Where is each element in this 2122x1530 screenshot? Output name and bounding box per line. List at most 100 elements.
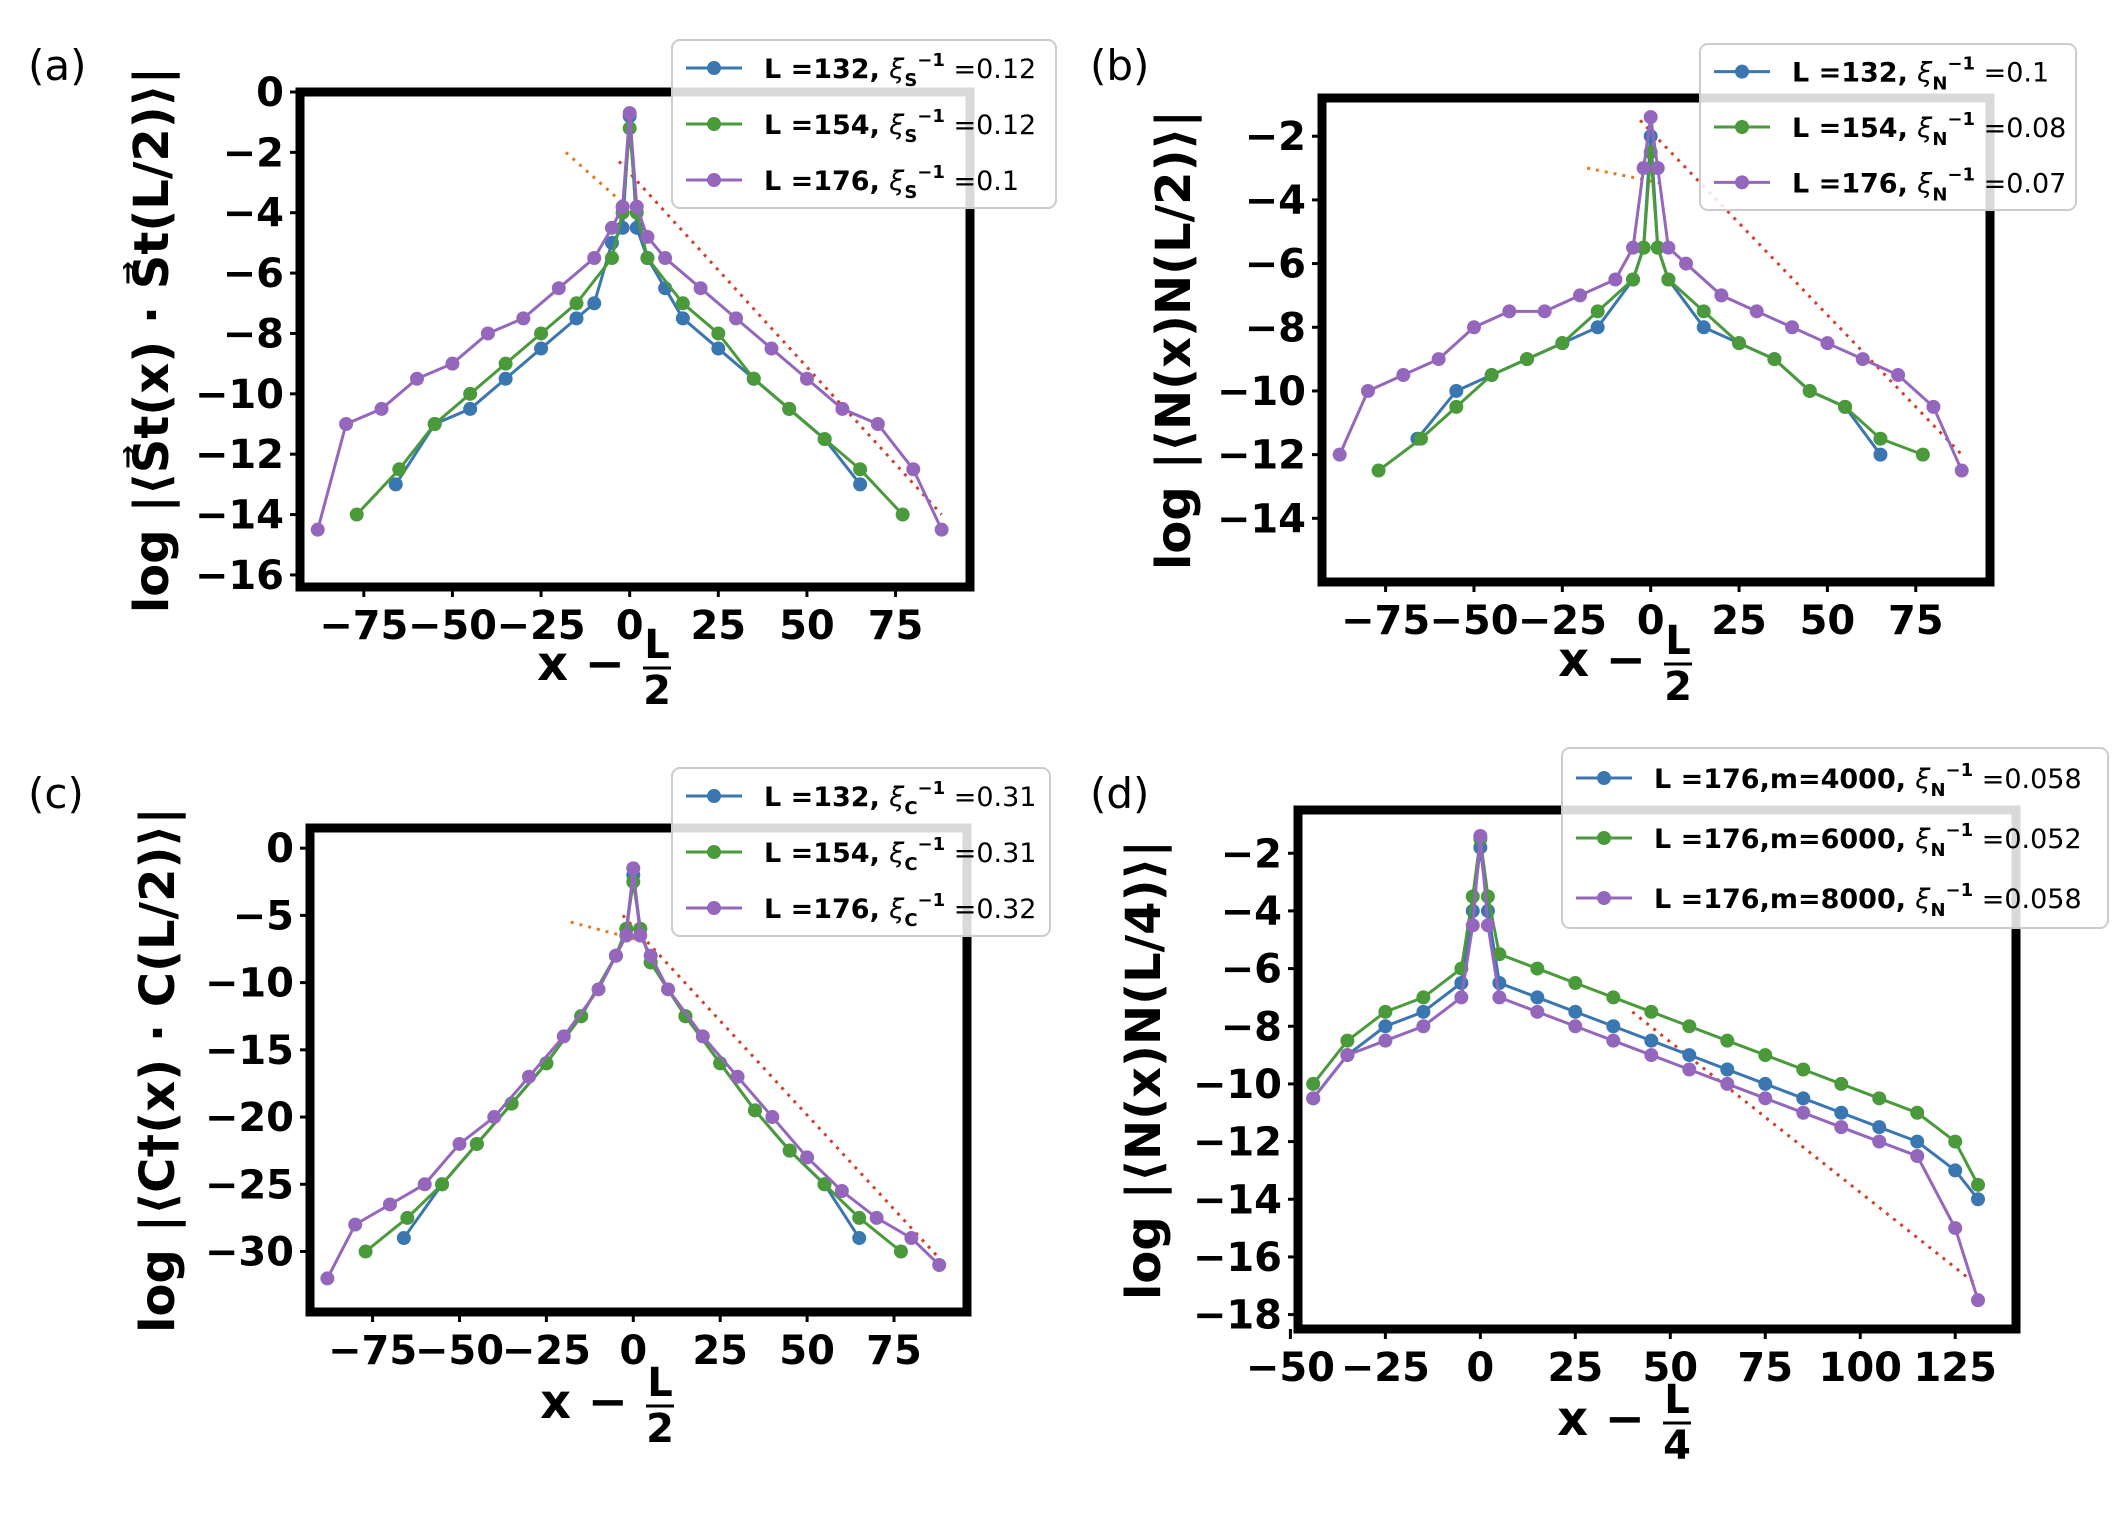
legend-entry: L =132, ξS−1 =0.12 [764, 50, 1036, 91]
legend-marker-purple [707, 901, 721, 915]
data-point-purple [1306, 1091, 1321, 1106]
legend-entry: L =176,m=4000, ξN−1 =0.058 [1654, 760, 2082, 801]
data-point-purple [615, 199, 630, 214]
data-point-green [1606, 990, 1621, 1005]
x-axis-title-lead: x − [537, 636, 625, 692]
data-point-purple [1948, 1221, 1963, 1236]
data-point-green [711, 326, 726, 341]
fit-line-right [617, 160, 943, 516]
data-point-purple [799, 371, 814, 386]
data-point-purple [932, 1257, 947, 1272]
data-point-green [498, 356, 513, 371]
data-point-green [747, 1103, 762, 1118]
data-point-purple [695, 1029, 710, 1044]
x-tick-label: −50 [1429, 598, 1518, 644]
data-point-purple [409, 371, 424, 386]
data-point-purple [417, 1177, 432, 1192]
series-line-blue [1312, 847, 1980, 1201]
data-point-blue [1872, 1120, 1887, 1135]
data-point-purple [1340, 1048, 1355, 1063]
x-tick-label: 25 [690, 603, 746, 649]
data-point-purple [619, 928, 634, 943]
x-axis-title: x − L4 [1557, 1377, 1691, 1469]
x-tick-label: 50 [1800, 598, 1856, 644]
data-point-purple [1834, 1120, 1849, 1135]
x-tick-label: 0 [1466, 1345, 1494, 1391]
data-point-purple [1891, 368, 1906, 383]
legend-entry: L =176, ξS−1 =0.1 [764, 162, 1019, 203]
y-tick-label: −25 [205, 1162, 294, 1208]
x-tick-label: −25 [1518, 598, 1607, 644]
data-point-green [1484, 368, 1499, 383]
y-tick-label: 0 [266, 826, 294, 872]
legend-marker-green [707, 117, 721, 131]
y-tick-label: −16 [1193, 1235, 1282, 1281]
data-point-purple [339, 417, 354, 432]
data-point-purple [556, 1029, 571, 1044]
x-tick-label: 75 [1888, 598, 1944, 644]
data-point-purple [1872, 1134, 1887, 1149]
y-tick-label: −6 [223, 251, 284, 297]
data-point-purple [445, 356, 460, 371]
data-point-purple [906, 462, 921, 477]
data-point-purple [1661, 240, 1676, 255]
legend-marker-purple [1735, 175, 1749, 190]
x-tick-label: −50 [408, 603, 497, 649]
data-point-purple [1926, 399, 1941, 414]
data-point-green [1650, 240, 1665, 255]
data-point-purple [765, 1110, 780, 1125]
data-point-blue [1696, 320, 1711, 335]
data-point-purple [870, 417, 885, 432]
y-tick-label: −14 [195, 493, 284, 539]
x-axis-title-denominator: 2 [646, 1406, 674, 1452]
data-point-purple [551, 281, 566, 296]
panel-c: (c)−75−50−25 0 25 50 750−5−10−15−20−25−30log… [28, 767, 1051, 1452]
y-tick-label: −5 [233, 893, 294, 939]
y-tick-label: −12 [1193, 1120, 1282, 1166]
data-point-green [1971, 1177, 1986, 1192]
x-tick-label: 0 [1637, 598, 1665, 644]
series-line-green [1312, 838, 1980, 1186]
data-point-purple [869, 1210, 884, 1225]
data-point-green [469, 1136, 484, 1151]
data-point-green [1873, 431, 1888, 446]
x-axis-title-lead: x − [540, 1374, 628, 1430]
data-point-purple [1758, 1091, 1773, 1106]
y-tick-label: −4 [223, 191, 284, 237]
data-point-purple [904, 1231, 919, 1246]
data-point-green [817, 432, 832, 447]
data-point-green [1802, 383, 1817, 398]
y-tick-label: −10 [205, 961, 294, 1007]
data-point-green [853, 462, 868, 477]
data-point-purple [658, 251, 673, 266]
data-point-purple [1855, 352, 1870, 367]
data-point-green [435, 1177, 450, 1192]
x-tick-label: −25 [1341, 1345, 1430, 1391]
legend-box [671, 767, 1051, 937]
data-point-blue [534, 341, 549, 356]
data-point-purple [661, 982, 676, 997]
legend-entry: L =132, ξN−1 =0.1 [1792, 54, 2049, 95]
data-point-purple [1606, 1033, 1621, 1048]
legend: L =132, ξC−1 =0.31 L =154, ξC−1 =0.31 L =1… [671, 767, 1051, 937]
data-point-purple [1465, 918, 1480, 933]
fit-line-right [621, 914, 941, 1260]
x-axis-title-denominator: 4 [1663, 1423, 1691, 1469]
data-point-purple [629, 199, 644, 214]
plot-frame [1317, 93, 1995, 587]
data-point-green [1796, 1062, 1811, 1077]
data-point-purple [320, 1271, 335, 1286]
data-point-purple [1749, 304, 1764, 319]
y-tick-label: −8 [1245, 305, 1306, 351]
data-point-green [400, 1210, 415, 1225]
legend-entry: L =132, ξC−1 =0.31 [764, 778, 1036, 819]
x-axis-title-lead: x − [1557, 1391, 1645, 1447]
data-point-green [893, 1244, 908, 1259]
data-point-purple [1644, 1048, 1659, 1063]
data-point-blue [1449, 383, 1464, 398]
x-tick-label: 25 [1711, 598, 1767, 644]
data-point-green [604, 251, 619, 266]
data-point-purple [1454, 990, 1469, 1005]
data-point-purple [633, 928, 648, 943]
data-point-purple [1643, 110, 1658, 125]
